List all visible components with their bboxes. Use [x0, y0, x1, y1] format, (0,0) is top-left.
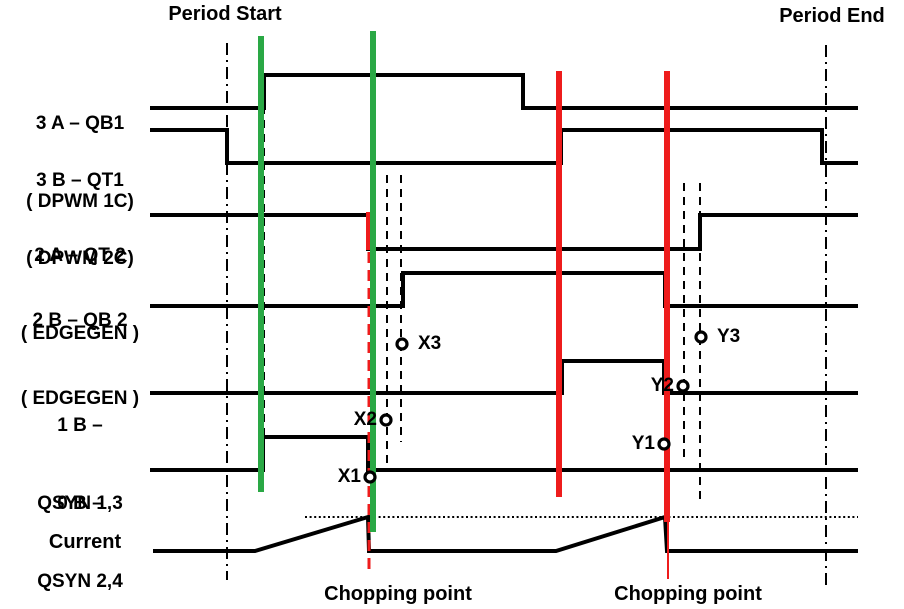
- marker-x1-dot: [363, 470, 377, 484]
- signal-label-qt1-line1: 3 B – QT1: [36, 170, 124, 191]
- signal-label-qsyn24-line1: 0 B –: [57, 493, 103, 514]
- marker-y2-dot: [676, 379, 690, 393]
- signal-label-qb1: 3 A – QB1 ( DPWM 1C): [0, 59, 160, 267]
- signal-label-qsyn24: 0 B – QSYN 2,4: [0, 439, 160, 609]
- marker-x2-dot: [379, 413, 393, 427]
- period-start-label: Period Start: [168, 3, 282, 25]
- signal-qb2-waveform: [150, 271, 858, 308]
- marker-x3-label: X3: [418, 333, 442, 354]
- signal-qsyn24-waveform: [150, 435, 858, 472]
- signal-label-qt2-line2: ( EDGEGEN ): [20, 323, 140, 344]
- marker-y1-label: Y1: [631, 433, 655, 454]
- signal-qt2-waveform: [150, 213, 858, 251]
- signal-label-qt2: 2 A – QT 2 ( EDGEGEN ): [0, 191, 160, 399]
- signal-qb1-waveform: [150, 73, 858, 110]
- marker-y2-label: Y2: [650, 375, 674, 396]
- period-end-label: Period End: [779, 5, 885, 27]
- marker-y3-label: Y3: [717, 326, 741, 347]
- marker-x2-label: X2: [353, 409, 377, 430]
- signal-label-qb1-line1: 3 A – QB1: [35, 113, 125, 134]
- signal-label-qt2-line1: 2 A – QT 2: [34, 245, 126, 266]
- signal-label-qsyn13: 1 B – QSYN 1,3: [0, 361, 160, 569]
- signal-label-qb1-line2: ( DPWM 1C): [26, 191, 134, 212]
- signal-label-qb2: 2 B – QB 2 ( EDGEGEN ): [0, 256, 160, 464]
- marker-x1-label: X1: [337, 466, 361, 487]
- signal-label-qb2-line1: 2 B – QB 2: [32, 310, 128, 331]
- signal-qsyn13-waveform: [150, 359, 858, 395]
- chopping-point-1-label: Chopping point: [324, 583, 472, 605]
- current-label: Current: [48, 531, 122, 553]
- signal-label-qsyn13-line1: 1 B –: [57, 415, 103, 436]
- signal-label-qb2-line2: ( EDGEGEN ): [20, 388, 140, 409]
- marker-x3-dot: [395, 337, 409, 351]
- signal-label-qsyn24-line2: QSYN 2,4: [37, 571, 123, 592]
- chopping-point-2-label: Chopping point: [614, 583, 762, 605]
- marker-y1-dot: [657, 437, 671, 451]
- marker-y3-dot: [694, 330, 708, 344]
- signal-label-qt1: 3 B – QT1 ( DPWM 2C): [0, 116, 160, 324]
- signal-qt1-waveform: [150, 128, 858, 165]
- current-waveform: [153, 514, 858, 553]
- signal-label-qsyn13-line2: QSYN 1,3: [37, 493, 123, 514]
- signal-label-qt1-line2: ( DPWM 2C): [26, 248, 134, 269]
